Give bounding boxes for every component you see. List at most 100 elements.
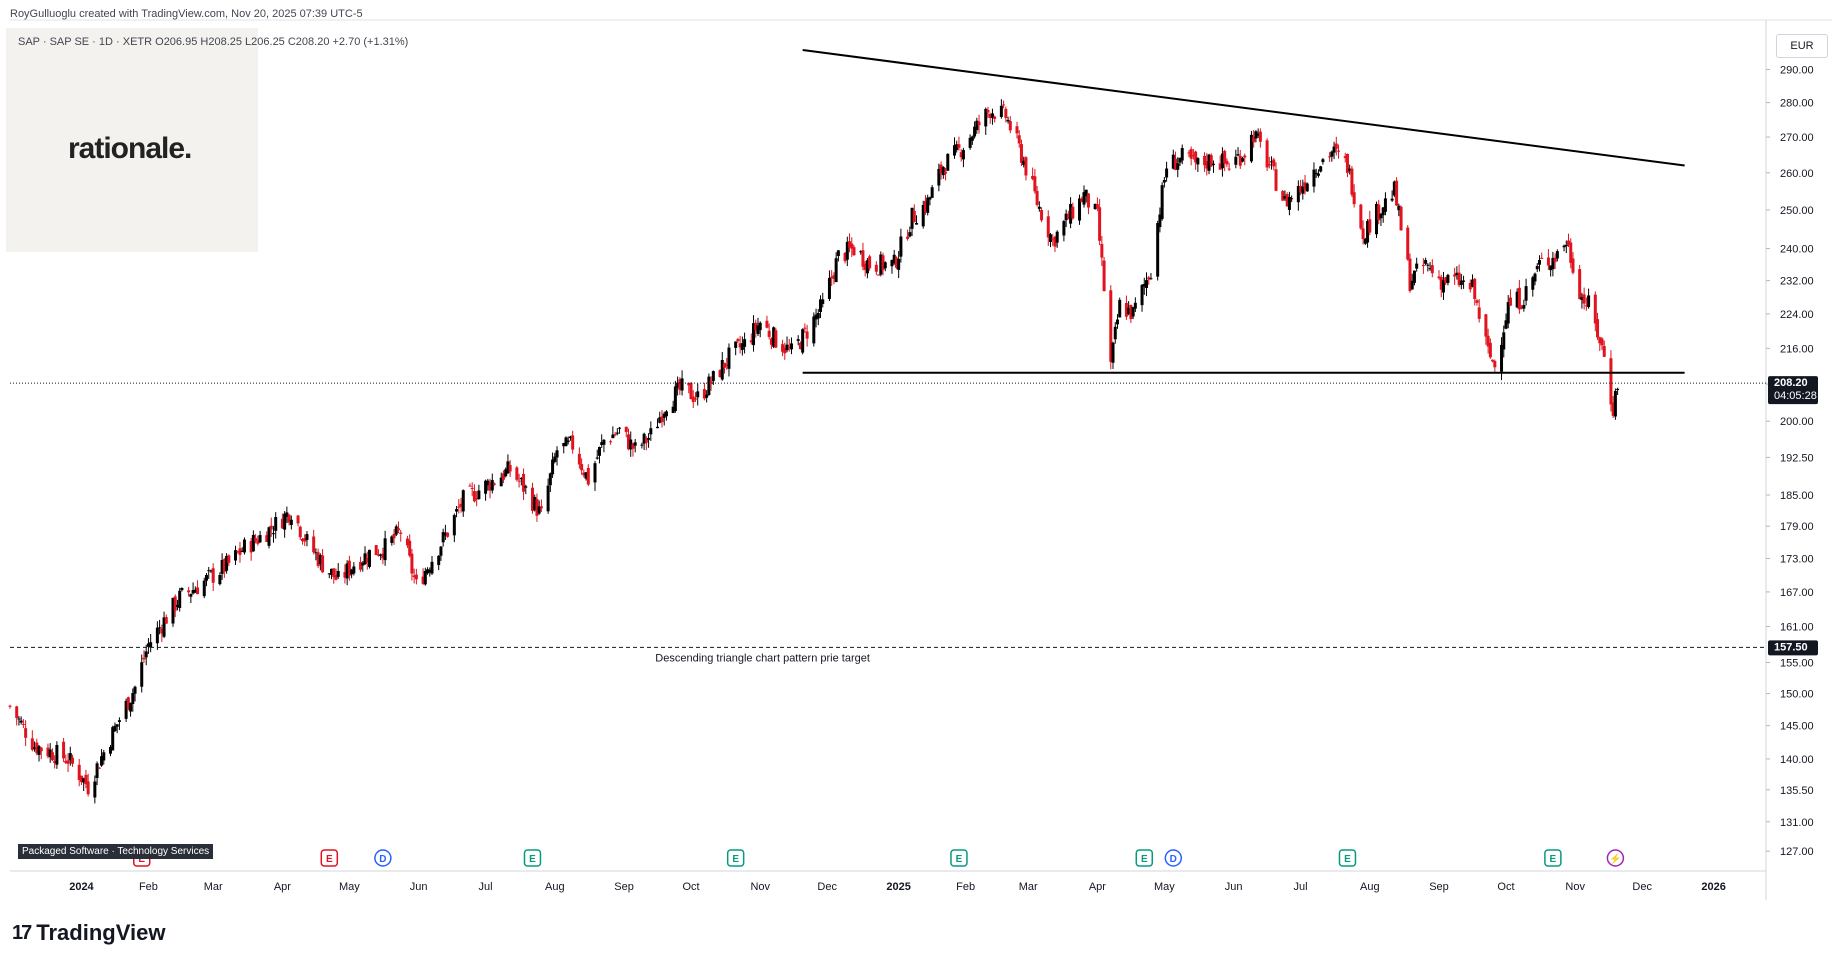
candle (600, 434, 604, 448)
candle (77, 758, 81, 787)
candle (827, 270, 831, 302)
candle-body (930, 187, 934, 198)
candle (280, 513, 284, 529)
candle-body (412, 575, 416, 577)
candle (1437, 270, 1441, 280)
candle (468, 483, 472, 487)
candle (1287, 191, 1291, 216)
candle-body (644, 438, 648, 443)
candle (439, 545, 443, 561)
candle-body (863, 263, 867, 270)
candle-body (1095, 204, 1099, 209)
candle-body (1578, 269, 1582, 300)
candle (461, 489, 465, 517)
candle-body (1319, 166, 1323, 172)
candle-body (1345, 154, 1349, 173)
candle (894, 256, 898, 270)
candle (209, 569, 213, 573)
candle (803, 323, 807, 333)
candle-body (196, 587, 200, 595)
time-tick-label: Sep (614, 881, 634, 893)
candle-body (879, 254, 883, 275)
candle-body (1176, 163, 1180, 170)
candle (1080, 196, 1084, 203)
candle-body (1115, 319, 1119, 325)
candle-body (1455, 272, 1459, 276)
candle-body (446, 532, 450, 537)
candle-body (1187, 152, 1191, 154)
candle-body (649, 428, 653, 435)
candle (392, 529, 396, 545)
candle (930, 185, 934, 199)
candle-body (305, 534, 309, 540)
candle (984, 107, 988, 135)
candle-body (390, 536, 394, 543)
candle (1187, 150, 1191, 158)
candle (1024, 156, 1028, 181)
candle-body (789, 343, 793, 350)
candle (693, 392, 697, 402)
candle-body (256, 540, 260, 544)
candle (202, 577, 206, 599)
candle-body (1249, 134, 1253, 162)
candle-body (1207, 154, 1211, 171)
candle-body (220, 560, 224, 574)
candle-body (1256, 133, 1260, 136)
candle-body (551, 459, 555, 475)
candle-body (522, 473, 526, 492)
candle-body (1421, 264, 1425, 267)
candle-body (379, 554, 383, 556)
candle-body (312, 536, 316, 553)
currency-selector[interactable]: EUR (1776, 34, 1828, 58)
candle (580, 458, 584, 475)
candle (593, 460, 597, 491)
candle (1118, 297, 1122, 318)
candle (66, 753, 70, 772)
candle (305, 531, 309, 547)
candle (986, 106, 990, 118)
time-tick-label: Nov (1565, 881, 1585, 893)
candle-body (55, 744, 59, 765)
candle-body (113, 725, 117, 732)
candle (1064, 209, 1068, 228)
candle (155, 621, 159, 650)
price-tick-label: 290.00 (1780, 64, 1814, 76)
candle-body (1019, 144, 1023, 163)
candle-body (524, 486, 528, 488)
candle-body (345, 563, 349, 579)
candle (968, 134, 972, 150)
candle-body (408, 540, 412, 556)
symbol-ohlc-legend[interactable]: SAP · SAP SE · 1D · XETR O206.95 H208.25… (18, 36, 409, 48)
candle-body (1486, 335, 1490, 347)
candle-body (1156, 223, 1160, 277)
candle (102, 749, 106, 765)
earnings-marker: E (950, 849, 968, 867)
candle (160, 624, 164, 642)
candle-body (1158, 214, 1162, 228)
candle (595, 449, 599, 460)
candle-body (937, 168, 941, 186)
candle-body (660, 416, 664, 423)
candle-body (470, 487, 474, 489)
candle (1553, 253, 1557, 269)
candle (892, 249, 896, 265)
price-tick-label: 185.00 (1780, 490, 1814, 502)
candle-body (1064, 213, 1068, 221)
candle-body (582, 472, 586, 476)
candle-body (939, 164, 943, 174)
tradingview-brand[interactable]: 17 TradingView (12, 920, 165, 946)
candle-body (702, 389, 706, 399)
candle-body (1475, 300, 1479, 303)
price-tick-label: 179.00 (1780, 521, 1814, 533)
candle-body (504, 469, 508, 477)
candle (522, 468, 526, 500)
candle (959, 148, 963, 162)
candle (207, 566, 211, 579)
candle-body (1551, 258, 1555, 270)
candle-body (209, 570, 213, 572)
candle (144, 644, 148, 666)
candle (881, 252, 885, 276)
candle (1258, 128, 1262, 148)
